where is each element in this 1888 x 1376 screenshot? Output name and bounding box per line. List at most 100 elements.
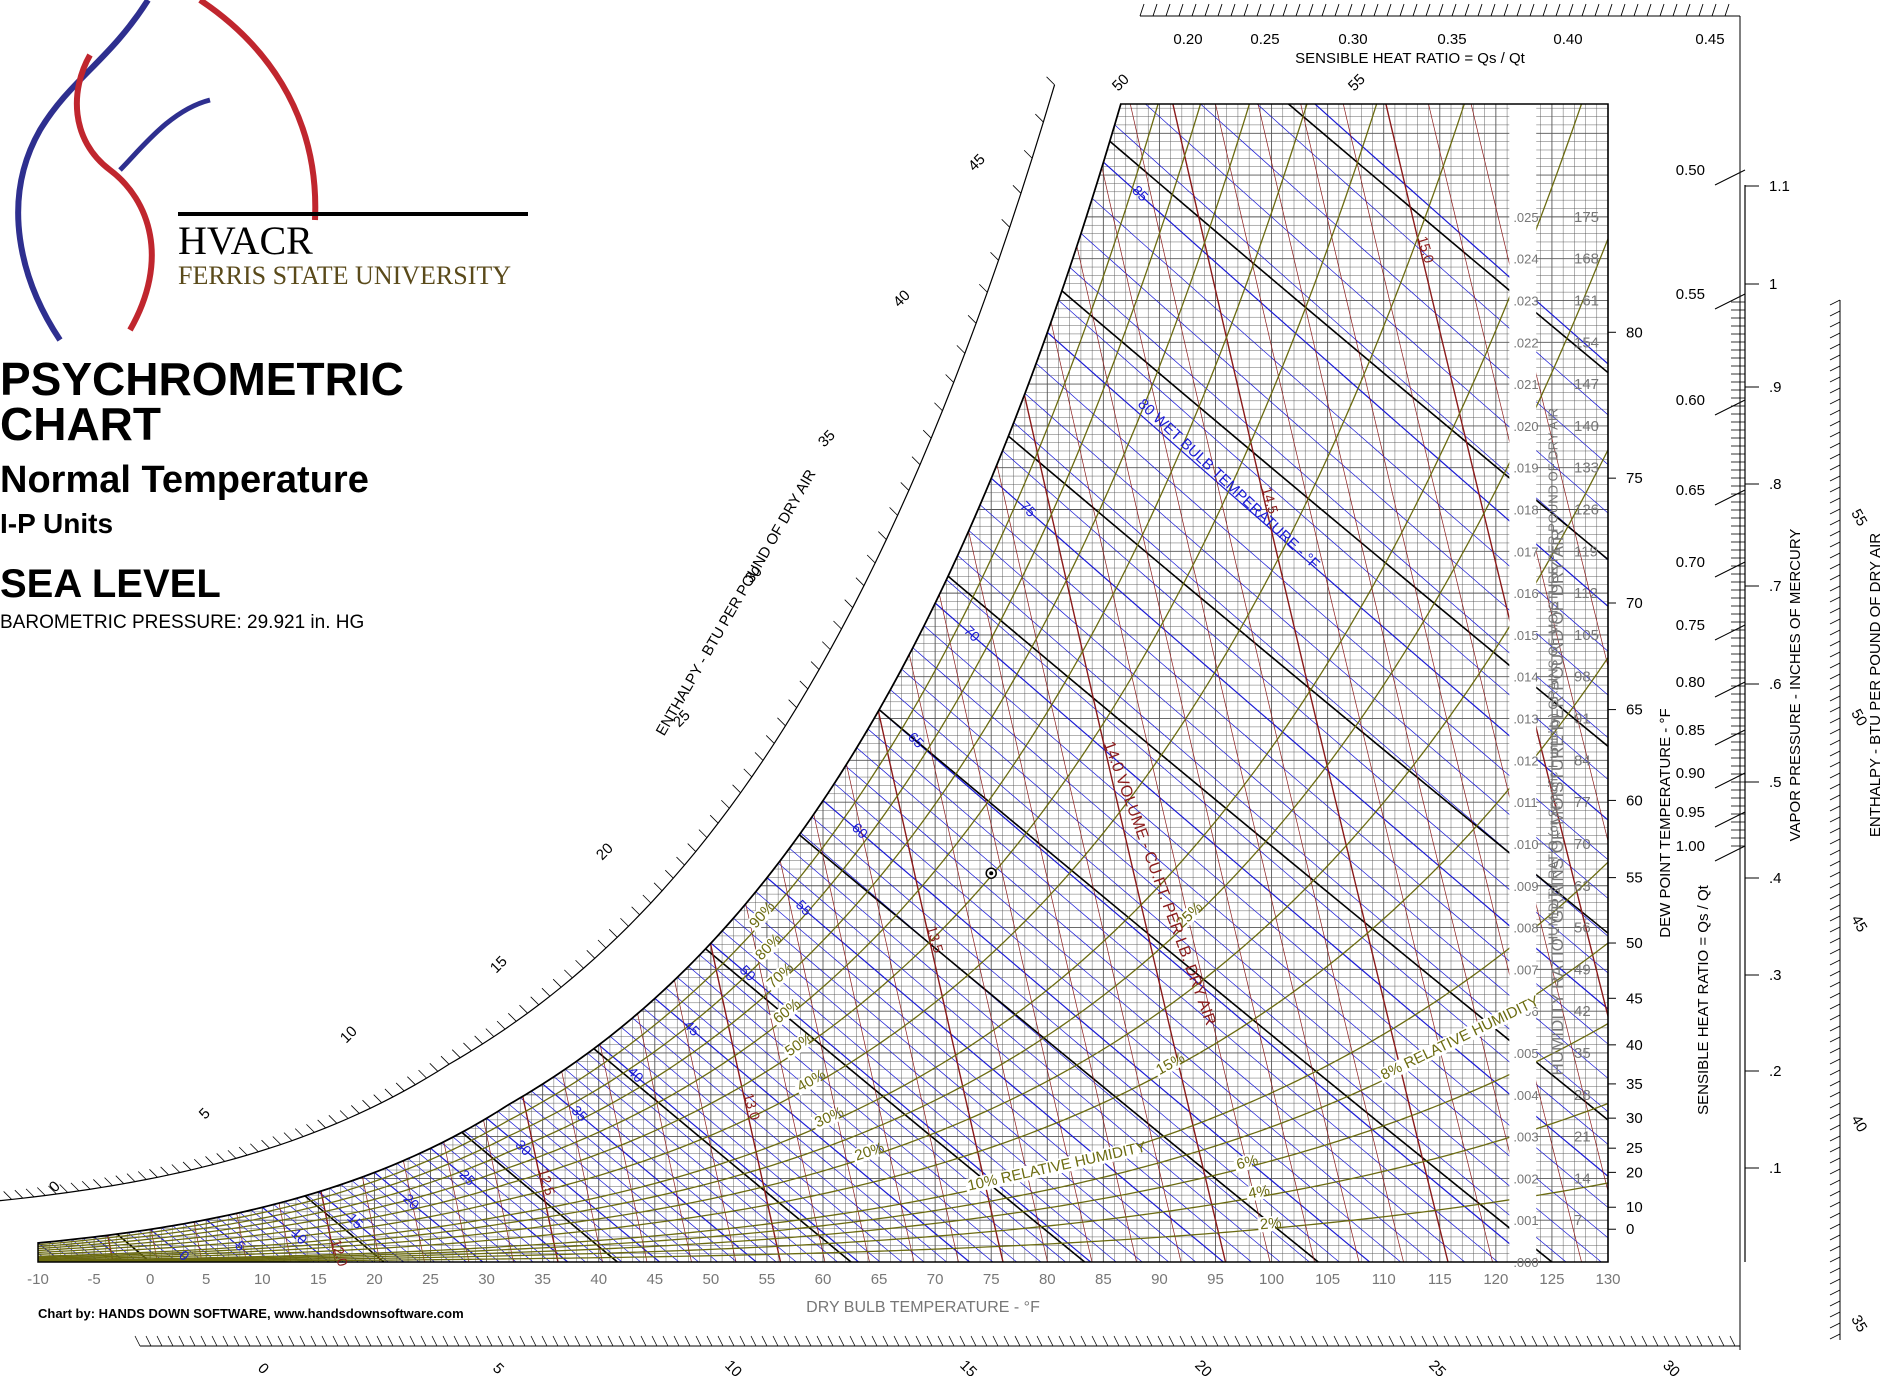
enthalpy-ruler [0,84,1056,1202]
x-tick-label: 55 [759,1271,776,1288]
enthalpy-bottom-minor [915,1335,922,1347]
grains-tick: 77 [1574,794,1591,811]
enthalpy-ruler-tick [216,1153,225,1162]
humidity-ratio-tick: .023 [1513,293,1538,308]
enthalpy-bottom-minor [607,1335,614,1347]
grains-tick: 49 [1574,961,1591,978]
enthalpy-bottom-minor [1729,1335,1736,1347]
enthalpy-right-minor [1829,1036,1841,1043]
enthalpy-bottom-minor [1663,1335,1670,1347]
enthalpy-bottom-minor [596,1335,603,1347]
enthalpy-bottom-minor [464,1335,471,1347]
shr-side-label: 0.60 [1676,392,1705,409]
enthalpy-right-label: 35 [1847,1312,1870,1335]
x-tick-label: 75 [983,1271,1000,1288]
enthalpy-ruler-tick [182,1161,192,1171]
x-tick-label: 10 [254,1271,271,1288]
enthalpy-bottom-minor [244,1335,251,1347]
enthalpy-ruler-tick [1046,76,1055,86]
enthalpy-right-minor [1829,882,1841,889]
wet-bulb-line [1102,161,1608,694]
enthalpy-bottom-minor [838,1335,845,1347]
enthalpy-ruler-tick [575,959,584,969]
rh-label: 20% [853,1139,887,1165]
enthalpy-line [38,104,151,1262]
enthalpy-ruler-tick [14,1189,24,1199]
humidity-ratio-tick: .009 [1513,879,1538,894]
enthalpy-right-minor [1829,343,1841,350]
wet-bulb-line [822,799,1407,1262]
enthalpy-ruler-tick [631,906,640,916]
shr-top-minor [1139,3,1145,17]
enthalpy-bottom-minor [651,1335,658,1347]
enthalpy-bottom-minor [1465,1335,1472,1347]
enthalpy-ruler-tick [810,661,820,670]
enthalpy-bottom-minor [1047,1335,1054,1347]
enthalpy-right-minor [1829,607,1841,614]
dew-point-tick-label: 30 [1626,1110,1643,1127]
shr-top-minor [1217,3,1223,17]
wet-bulb-line [733,917,1183,1262]
wet-bulb-line [1046,331,1608,916]
wet-bulb-line [1159,104,1608,463]
enthalpy-bottom-minor [1256,1335,1263,1347]
shr-top-minor [1529,3,1535,17]
enthalpy-right-minor [1829,574,1841,581]
x-tick-label: 25 [422,1271,439,1288]
enthalpy-bottom-minor [574,1335,581,1347]
enthalpy-right-minor [1829,1080,1841,1087]
wet-bulb-line [990,477,1608,1094]
wet-bulb-line [284,1201,398,1262]
enthalpy-bottom-minor [365,1335,372,1347]
enthalpy-ruler-tick [642,894,652,904]
enthalpy-right-minor [1829,937,1841,944]
enthalpy-bottom-minor [1014,1335,1021,1347]
enthalpy-ruler-tick [25,1188,35,1198]
enthalpy-ruler-tick [979,283,988,293]
volume-label: 15.0 [1415,234,1438,265]
shr-top-minor [1178,3,1184,17]
enthalpy-ruler-tick [205,1156,214,1165]
enthalpy-right-minor [1829,497,1841,504]
grains-tick: 161 [1574,292,1599,309]
enthalpy-bottom-minor [805,1335,812,1347]
enthalpy-ruler-tick [1012,185,1022,194]
humidity-ratio-tick: .005 [1513,1046,1538,1061]
enthalpy-ruler-tick [3,1191,12,1200]
volume-line [990,104,1271,1262]
enthalpy-bottom-minor [816,1335,823,1347]
rh-label-bg [964,1141,1140,1195]
enthalpy-bottom-minor [926,1335,933,1347]
x-tick-label: 60 [815,1271,832,1288]
dew-point-tick-label: 55 [1626,870,1643,887]
enthalpy-ruler-tick [911,456,921,465]
rh-label-bg [769,1000,799,1028]
volume-line [1202,104,1493,1262]
shr-top-minor [1295,3,1301,17]
grains-tick: 42 [1574,1003,1591,1020]
enthalpy-right-minor [1829,1190,1841,1197]
volume-label: 13.0 [741,1091,764,1122]
wet-bulb-line [1058,300,1608,866]
shr-top-minor [1347,3,1353,17]
volume-line [38,104,158,1262]
enthalpy-bottom-minor [860,1335,867,1347]
enthalpy-right-minor [1829,959,1841,966]
x-tick-label: 70 [927,1271,944,1288]
enthalpy-bottom-minor [1586,1335,1593,1347]
enthalpy-right-minor [1829,772,1841,779]
enthalpy-bottom-minor [871,1335,878,1347]
enthalpy-ruler-tick [530,996,539,1006]
enthalpy-bottom-minor [1025,1335,1032,1347]
enthalpy-right-minor [1829,805,1841,812]
enthalpy-right-minor [1829,332,1841,339]
enthalpy-bottom-minor [409,1335,416,1347]
ferris-logo-icon [15,0,319,342]
vp-title: VAPOR PRESSURE - INCHES OF MERCURY [1787,529,1804,842]
shr-top-minor [1321,3,1327,17]
enthalpy-ruler-tick [59,1184,68,1193]
enthalpy-ruler-tick [732,784,741,794]
vp-tick-label: .3 [1769,967,1782,984]
grid-clip [38,104,1608,1262]
enthalpy-ruler-tick [564,969,573,979]
